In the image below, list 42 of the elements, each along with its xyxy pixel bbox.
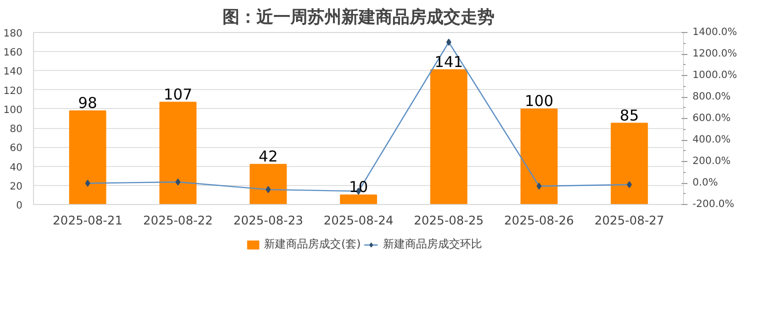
bar: [340, 194, 378, 204]
data-label: 42: [258, 147, 278, 166]
data-label: 85: [620, 106, 639, 124]
y-tick-label: 20: [10, 181, 23, 192]
x-tick-label: 2025-08-27: [594, 214, 664, 228]
bar: [250, 164, 287, 204]
data-label: 107: [164, 85, 192, 104]
y2-tick-label: 600.0%: [692, 113, 731, 124]
x-tick-label: 2025-08-25: [414, 214, 484, 228]
y2-tick-label: 1000.0%: [692, 70, 737, 81]
bar: [159, 102, 196, 204]
y-tick-label: 180: [3, 28, 23, 40]
chart-title: 图：近一周苏州新建商品房成交走势: [222, 8, 494, 28]
y-tick-label: 160: [3, 48, 23, 59]
y-tick-label: 120: [3, 86, 23, 97]
y2-tick-label: 400.0%: [692, 134, 731, 146]
x-tick-label: 2025-08-23: [233, 214, 304, 228]
x-tick-label: 2025-08-26: [504, 214, 574, 228]
y-tick-label: 40: [10, 162, 23, 174]
y2-tick-label: 800.0%: [692, 92, 731, 102]
x-tick-label: 2025-08-22: [143, 214, 213, 228]
y2-tick-label: 1200.0%: [692, 48, 737, 60]
y2-tick-label: 0.0%: [692, 178, 718, 188]
x-tick-label: 2025-08-21: [52, 214, 123, 228]
bar: [69, 110, 106, 204]
bar: [520, 108, 558, 204]
y-tick-label: 80: [10, 124, 23, 136]
y-tick-label: 60: [10, 143, 23, 154]
y2-tick-label: 200.0%: [692, 156, 731, 167]
y-tick-label: 100: [3, 104, 23, 116]
data-label: 98: [78, 94, 98, 112]
bar: [610, 122, 648, 204]
legend-label: 新建商品房成交(套): [264, 236, 361, 252]
y2-tick-label: 1400.0%: [692, 27, 737, 38]
y2-tick-label: -200.0%: [692, 199, 734, 210]
x-tick-label: 2025-08-24: [324, 214, 394, 228]
bar: [430, 69, 468, 204]
legend-label: 新建商品房成交环比: [382, 236, 482, 252]
data-label: 141: [434, 52, 464, 71]
data-label: 100: [524, 92, 554, 110]
y-tick-label: 0: [16, 200, 23, 212]
y-tick-label: 140: [3, 66, 23, 78]
